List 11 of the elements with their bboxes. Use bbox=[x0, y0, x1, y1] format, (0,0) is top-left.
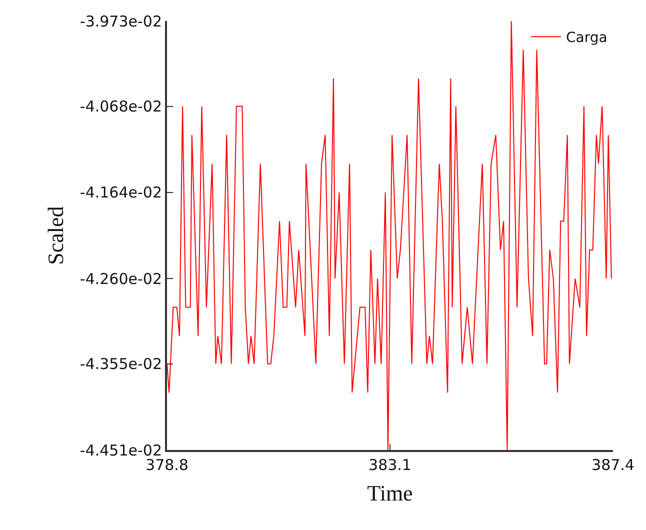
x-tick-label: 383.1 bbox=[368, 456, 412, 474]
y-tick-label: -4.164e-02 bbox=[80, 184, 162, 202]
y-axis-title: Scaled bbox=[43, 206, 68, 265]
x-axis-title: Time bbox=[367, 480, 413, 506]
x-tick-label: 387.4 bbox=[592, 456, 634, 474]
line-series bbox=[167, 21, 612, 450]
y-tick-label: -4.355e-02 bbox=[80, 355, 162, 374]
y-tick-label: -4.260e-02 bbox=[80, 270, 162, 288]
legend-label: Carga bbox=[566, 30, 608, 46]
y-tick-label: -4.068e-02 bbox=[80, 98, 162, 116]
y-tick-label: -3.973e-02 bbox=[80, 12, 162, 30]
